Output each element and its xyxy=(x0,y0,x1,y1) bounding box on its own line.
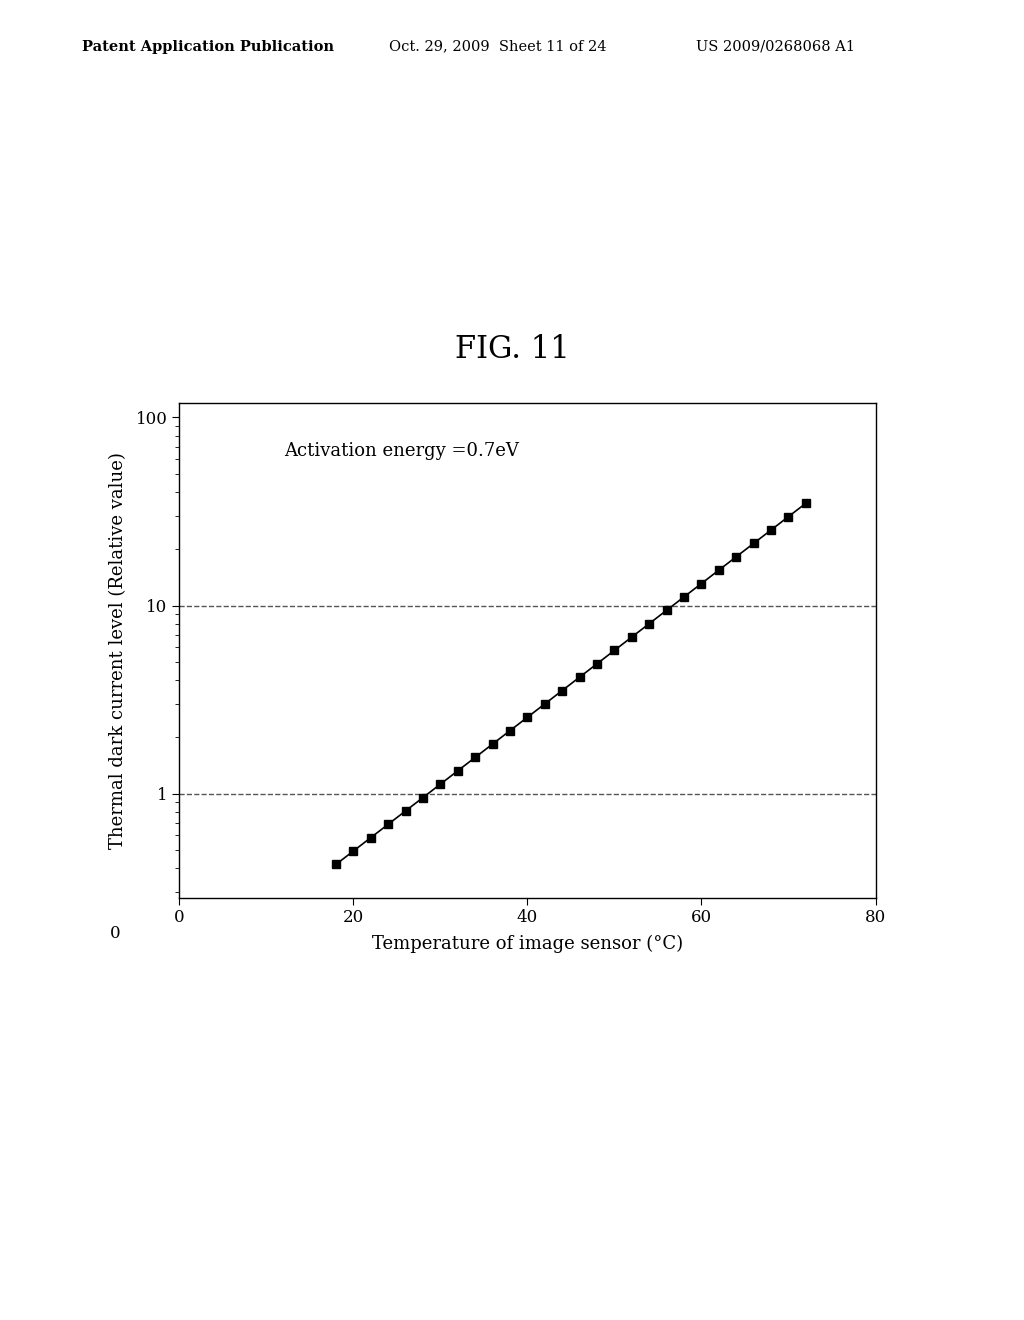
Text: FIG. 11: FIG. 11 xyxy=(455,334,569,366)
Text: Patent Application Publication: Patent Application Publication xyxy=(82,40,334,54)
Text: US 2009/0268068 A1: US 2009/0268068 A1 xyxy=(696,40,855,54)
Text: Activation energy =0.7eV: Activation energy =0.7eV xyxy=(284,442,518,461)
Text: Oct. 29, 2009  Sheet 11 of 24: Oct. 29, 2009 Sheet 11 of 24 xyxy=(389,40,606,54)
Y-axis label: Thermal dark current level (Relative value): Thermal dark current level (Relative val… xyxy=(110,451,127,849)
X-axis label: Temperature of image sensor (°C): Temperature of image sensor (°C) xyxy=(372,935,683,953)
Text: 0: 0 xyxy=(110,925,120,942)
